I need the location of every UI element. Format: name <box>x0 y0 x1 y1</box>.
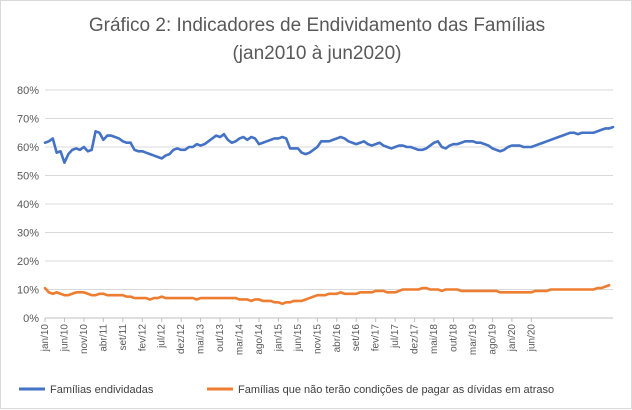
x-tick-label: fev/12 <box>137 324 148 352</box>
x-tick-label: set/16 <box>351 324 362 352</box>
y-tick-label: 60% <box>17 142 39 154</box>
y-tick-label: 0% <box>23 313 39 325</box>
x-tick-label: jan/15 <box>273 324 284 353</box>
x-tick-label: nov/15 <box>312 324 323 354</box>
x-tick-label: jan/10 <box>40 324 51 353</box>
x-tick-label: fev/17 <box>371 324 382 352</box>
y-tick-label: 30% <box>17 228 39 240</box>
x-tick-label: dez/12 <box>176 324 187 354</box>
x-tick-label: out/18 <box>448 324 459 352</box>
series-line-familias-endividadas <box>43 125 615 164</box>
x-tick-label: out/13 <box>215 324 226 352</box>
legend-label: Famílias endividadas <box>50 384 154 396</box>
x-tick-label: jan/20 <box>507 324 518 353</box>
x-tick-label: jul/17 <box>390 324 401 349</box>
y-tick-label: 10% <box>17 285 39 297</box>
y-tick-label: 20% <box>17 256 39 268</box>
x-tick-label: mar/19 <box>468 324 479 356</box>
x-tick-label: set/11 <box>118 324 129 351</box>
x-tick-label: ago/19 <box>487 324 498 355</box>
x-tick-label: abr/11 <box>98 324 109 352</box>
y-tick-label: 40% <box>17 199 39 211</box>
chart-title: Gráfico 2: Indicadores de Endividamento … <box>88 15 546 36</box>
chart-subtitle: (jan2010 à jun2020) <box>232 43 402 64</box>
x-tick-label: jun/20 <box>526 324 537 353</box>
x-tick-label: jun/15 <box>293 324 304 353</box>
series-line-familias-inadimplentes <box>43 283 611 306</box>
x-tick-label: ago/14 <box>254 324 265 355</box>
x-tick-label: jul/12 <box>157 324 168 349</box>
y-tick-label: 70% <box>17 114 39 126</box>
x-tick-label: nov/10 <box>79 324 90 354</box>
x-tick-label: abr/16 <box>332 324 343 353</box>
x-tick-label: jun/10 <box>59 324 70 353</box>
legend-label: Famílias que não terão condições de paga… <box>238 384 554 396</box>
x-tick-label: mai/18 <box>429 324 440 354</box>
y-tick-label: 50% <box>17 171 39 183</box>
y-tick-label: 80% <box>17 85 39 97</box>
x-tick-label: mai/13 <box>196 324 207 354</box>
x-tick-label: mar/14 <box>235 324 246 356</box>
x-tick-label: dez/17 <box>410 324 421 354</box>
